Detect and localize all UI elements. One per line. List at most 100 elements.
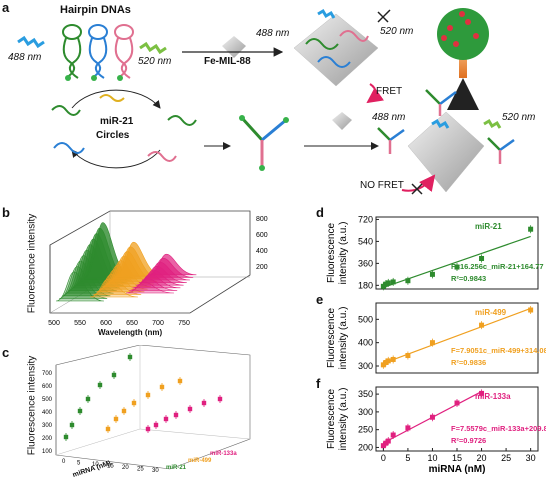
panel-b-label: b <box>2 205 10 220</box>
data-point-d <box>454 264 460 270</box>
panels-def-calibration: 180 360 540 720 miR-21 F=16.256c_miR-21+164.7… <box>326 214 546 475</box>
c-series-label: miR-21 <box>166 465 187 471</box>
label-520-bottom: 520 nm <box>502 112 536 123</box>
data-point-d <box>528 226 534 232</box>
equation-e: F=7.9051c_miR-499+314.08 <box>451 346 546 355</box>
c-point <box>105 426 111 432</box>
label-520-top: 520 nm <box>380 26 414 37</box>
data-point-d <box>390 279 396 285</box>
frame-c-floor-r <box>139 428 251 440</box>
ylabel-line2-e: intensity (a.u.) <box>338 307 349 370</box>
ytick-label-d: 720 <box>358 214 373 224</box>
emission-arrow-bottom <box>483 118 502 129</box>
b-ztick: 200 <box>256 264 268 271</box>
plot-frame-d <box>375 216 539 290</box>
c-point <box>69 422 75 428</box>
hairpin-green <box>62 24 82 81</box>
c-point <box>187 406 193 412</box>
excitation-arrow-left <box>17 35 45 49</box>
b-ztick: 400 <box>256 248 268 255</box>
panel-d-label: d <box>316 205 324 220</box>
label-488-bottom: 488 nm <box>372 112 406 123</box>
no-fret-curve <box>401 174 436 192</box>
panel-a-schematic <box>17 8 515 195</box>
series-name-d: miR-21 <box>475 222 502 231</box>
c-series-label: miR-499 <box>188 458 212 464</box>
equation-d: F=16.256c_miR-21+164.77 <box>451 262 544 271</box>
c-xtick: 15 <box>107 464 114 470</box>
data-point-f <box>454 400 460 406</box>
c-ytick: 300 <box>42 423 53 429</box>
xtick-label-f: 15 <box>452 453 462 463</box>
mof-label: Fe-MIL-88 <box>204 56 251 67</box>
mof-crystal-large <box>407 111 485 193</box>
data-point-d <box>385 280 391 286</box>
data-point-d <box>405 278 411 284</box>
b-xtick: 650 <box>126 320 138 327</box>
ytick-label-f: 300 <box>358 407 373 417</box>
c-point <box>97 382 103 388</box>
mir21-cycle <box>51 89 197 169</box>
xtick-label-f: 25 <box>501 453 511 463</box>
quenched-mark-top <box>377 9 391 23</box>
hairpin-title: Hairpin DNAs <box>60 4 131 16</box>
blocked-mark <box>411 183 423 195</box>
c-xtick: 0 <box>62 459 66 465</box>
excitation-arrow-top <box>317 8 336 19</box>
c-point <box>173 412 179 418</box>
c-point <box>153 422 159 428</box>
equation-f: F=7.5579c_miR-133a+209.84 <box>451 424 546 433</box>
released-junctions <box>377 89 515 164</box>
b-xtick: 500 <box>48 320 60 327</box>
r2-e: R²=0.9836 <box>451 358 486 367</box>
ytick-label-e: 400 <box>358 338 373 348</box>
no-fret-label: NO FRET <box>360 180 404 191</box>
ytick-label-d: 360 <box>358 258 373 268</box>
ytick-label-f: 250 <box>358 425 373 435</box>
ytick-label-d: 180 <box>358 280 373 290</box>
c-point <box>145 426 151 432</box>
plot-frame-e <box>375 302 539 374</box>
panel-c-label: c <box>2 345 10 360</box>
series-name-f: miR-133a <box>475 392 511 401</box>
c-xtick: 25 <box>137 467 144 473</box>
r2-f: R²=0.9726 <box>451 436 486 445</box>
label-520-left: 520 nm <box>138 56 172 67</box>
mof-with-dna <box>293 13 379 87</box>
three-way-junction <box>239 115 289 171</box>
ylabel-line1-e: Fluorescence <box>326 308 337 368</box>
cycle-label-2: Circles <box>96 130 130 141</box>
panel-b-spectra: 500 550 600 650 700 750 200 400 600 800 <box>48 210 268 327</box>
xlabel-f: miRNA (nM) <box>429 464 486 475</box>
r2-d: R²=0.9843 <box>451 274 486 283</box>
panel-b-xlabel: Wavelength (nm) <box>98 328 163 337</box>
fret-label: FRET <box>376 86 403 97</box>
ylabel-line1-f: Fluorescence <box>326 389 337 449</box>
emission-arrow-left <box>139 41 167 55</box>
c-ytick: 100 <box>42 449 53 455</box>
c-point <box>177 378 183 384</box>
fret-curve <box>366 83 385 104</box>
c-point <box>113 416 119 422</box>
c-point <box>85 396 91 402</box>
panel-c-ylabel: Fluorescence intensity <box>26 355 38 456</box>
panel-a-label: a <box>2 0 10 15</box>
c-ytick: 500 <box>42 397 53 403</box>
ylabel-line1-d: Fluorescence <box>326 223 337 283</box>
series-name-e: miR-499 <box>475 308 507 317</box>
data-point-e <box>528 307 534 313</box>
data-point-d <box>479 255 485 261</box>
c-xtick: 10 <box>92 462 99 468</box>
ytick-label-f: 350 <box>358 389 373 399</box>
data-point-e <box>405 353 411 358</box>
data-point-f <box>405 425 411 431</box>
label-488-top: 488 nm <box>256 28 290 39</box>
data-point-f <box>479 390 485 396</box>
spectrum-curve <box>148 253 197 276</box>
data-point-f <box>385 438 391 444</box>
data-point-d <box>429 271 435 277</box>
b-xtick: 600 <box>100 320 112 327</box>
b-xtick: 700 <box>152 320 164 327</box>
xtick-label-f: 0 <box>381 453 386 463</box>
